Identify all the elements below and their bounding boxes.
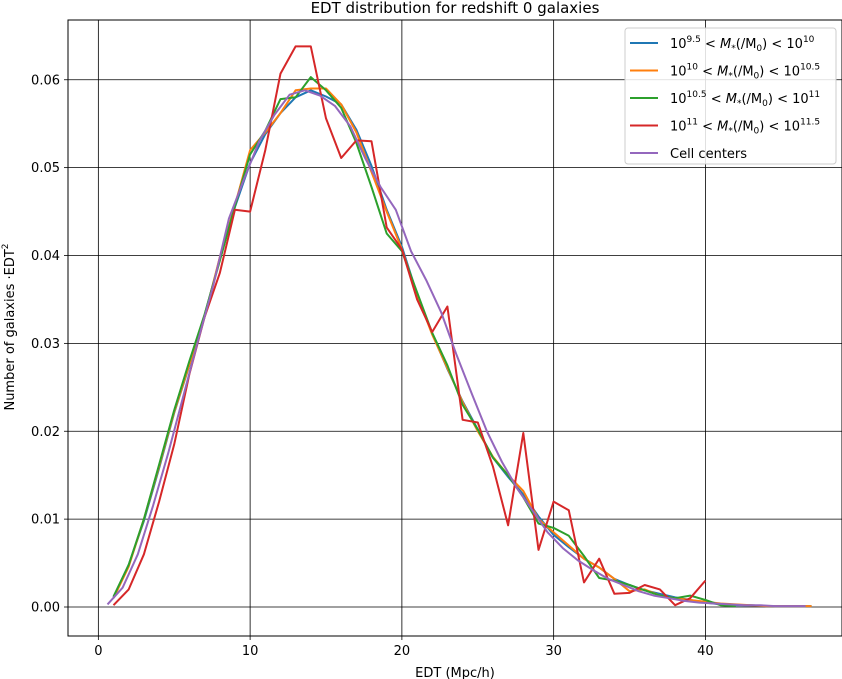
legend-label: Cell centers [670,147,747,162]
x-tick-label: 10 [242,644,259,659]
y-tick-label: 0.02 [31,425,60,440]
legend-label-part: < M [698,65,728,80]
legend-label-part: * [728,127,733,137]
legend-label: 109.5 < M*(/M0) < 1010 [670,35,815,54]
legend-label-part: 0 [756,44,762,54]
x-tick-label: 30 [545,644,562,659]
legend-label-part: (/M [741,92,762,107]
x-tick-label: 0 [94,644,102,659]
legend-label-part: < M [701,37,731,52]
legend-label: 1010 < M*(/M0) < 1010.5 [670,63,820,82]
y-axis-title-main: Number of galaxies ·EDT [3,249,18,410]
legend-label: 1010.5 < M*(/M0) < 1011 [670,90,820,109]
legend-label-part: 10.5 [687,90,707,100]
y-tick-label: 0.05 [31,161,60,176]
legend-label-part: 10.5 [800,63,820,73]
legend-label-part: 10 [803,35,815,45]
y-axis-ticks: 0.00 0.01 0.02 0.03 0.04 0.05 0.06 [31,73,68,616]
legend-label-part: 0 [754,127,760,137]
legend-label-part: * [728,72,733,82]
y-axis-title-superscript: 2 [1,243,11,249]
series-line-5 [106,89,806,608]
legend-label-part: (/M [733,120,754,135]
legend-label-part: 10 [670,92,687,107]
legend-label-part: 10 [687,63,699,73]
legend-label-part: (/M [736,37,757,52]
legend-label-part: 0 [762,99,768,109]
legend-label-part: 9.5 [687,35,701,45]
series-line-2 [112,87,812,608]
legend-label-part: ) < 10 [762,37,803,52]
x-tick-label: 20 [394,644,411,659]
chart-title: EDT distribution for redshift 0 galaxies [311,0,600,17]
x-axis-ticks: 0 10 20 30 40 [94,636,714,659]
y-tick-label: 0.00 [31,601,60,616]
grid-lines [68,20,842,636]
legend-label-part: ) < 10 [759,120,800,135]
legend-label-part: < M [698,120,728,135]
legend-label-part: ) < 10 [759,65,800,80]
y-axis-title: Number of galaxies ·EDT2 [1,243,18,410]
x-tick-label: 40 [697,644,714,659]
legend-label-part: 10 [670,65,687,80]
legend-label-part: (/M [733,65,754,80]
legend-label-part: 0 [754,72,760,82]
legend-label: 1011 < M*(/M0) < 1011.5 [670,118,820,137]
legend-label-part: ) < 10 [768,92,809,107]
y-tick-label: 0.01 [31,513,60,528]
y-tick-label: 0.04 [31,249,60,264]
legend-label-part: 10 [670,120,687,135]
legend-label-part: 10 [670,37,687,52]
legend-label-part: 11 [687,118,698,128]
plot-series-group [106,45,812,608]
plot-frame [67,19,842,637]
legend-box [624,27,837,165]
legend-label-part: 11 [809,90,820,100]
legend-label-part: < M [707,92,737,107]
legend-label-part: * [731,44,736,54]
y-tick-label: 0.03 [31,337,60,352]
y-tick-label: 0.06 [31,73,60,88]
x-axis-title: EDT (Mpc/h) [415,666,495,679]
legend-label-part: * [737,99,742,109]
legend-label-part: 11.5 [800,118,820,128]
series-line-4 [112,45,707,607]
